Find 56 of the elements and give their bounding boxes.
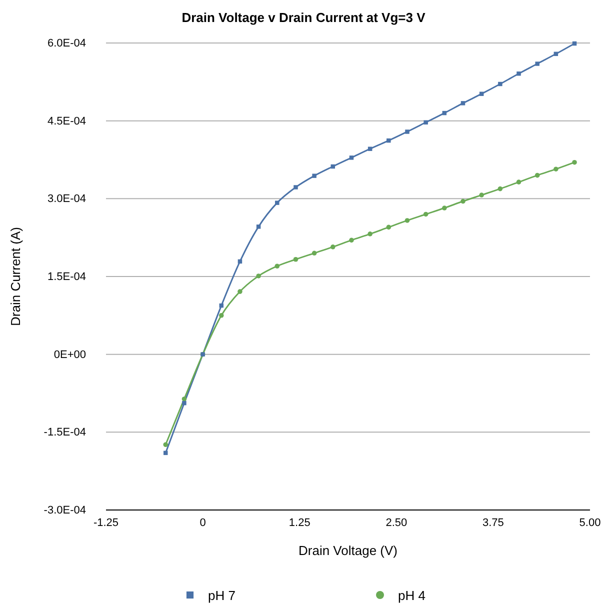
point xyxy=(182,396,187,402)
point xyxy=(516,71,521,76)
x-axis-title: Drain Voltage (V) xyxy=(298,543,398,558)
y-tick-label: 0E+00 xyxy=(54,348,86,361)
legend-label: pH 4 xyxy=(398,588,426,603)
point xyxy=(182,400,186,406)
point xyxy=(275,200,280,205)
point xyxy=(164,450,168,456)
x-tick-label: 5.00 xyxy=(579,516,601,529)
point xyxy=(554,166,558,172)
point xyxy=(256,224,261,229)
point xyxy=(498,186,503,192)
point xyxy=(516,180,522,184)
point xyxy=(498,82,502,86)
point xyxy=(312,174,316,178)
point xyxy=(294,185,298,190)
y-tick-label: 6.0E-04 xyxy=(47,38,86,50)
point xyxy=(404,218,410,223)
point xyxy=(479,92,484,96)
point xyxy=(330,244,336,250)
point xyxy=(479,192,484,198)
x-tick-label: 0 xyxy=(200,516,206,529)
point xyxy=(368,146,372,151)
point xyxy=(274,264,280,269)
y-tick-label: 1.5E-04 xyxy=(47,271,86,284)
point xyxy=(386,224,392,230)
x-tick-label: 1.25 xyxy=(288,516,310,529)
point xyxy=(368,232,372,236)
chart-title: Drain Voltage v Drain Current at Vg=3 V xyxy=(182,10,426,25)
point xyxy=(386,138,391,143)
y-tick-label: 3.0E-04 xyxy=(47,193,86,206)
point xyxy=(460,101,466,106)
point xyxy=(442,206,447,210)
point xyxy=(460,198,466,204)
point xyxy=(163,442,168,448)
point xyxy=(312,250,317,256)
y-tick-label: -1.5E-04 xyxy=(44,426,86,439)
point xyxy=(293,256,298,262)
point xyxy=(349,238,354,243)
point xyxy=(405,130,410,134)
y-tick-label: 4.5E-04 xyxy=(47,115,86,128)
point xyxy=(423,212,428,217)
point xyxy=(349,156,354,160)
y-axis-title: Drain Current (A) xyxy=(8,227,23,326)
point xyxy=(572,160,577,165)
point xyxy=(534,172,540,178)
point xyxy=(238,289,242,294)
point xyxy=(218,313,224,318)
point xyxy=(535,62,540,66)
point xyxy=(424,120,428,125)
x-tick-label: 2.50 xyxy=(386,516,408,529)
x-tick-label: 3.75 xyxy=(482,516,504,529)
x-tick-label: -1.25 xyxy=(93,516,119,529)
legend-label: pH 7 xyxy=(208,588,236,603)
point xyxy=(256,274,261,278)
y-tick-label: -3.0E-04 xyxy=(44,504,86,517)
